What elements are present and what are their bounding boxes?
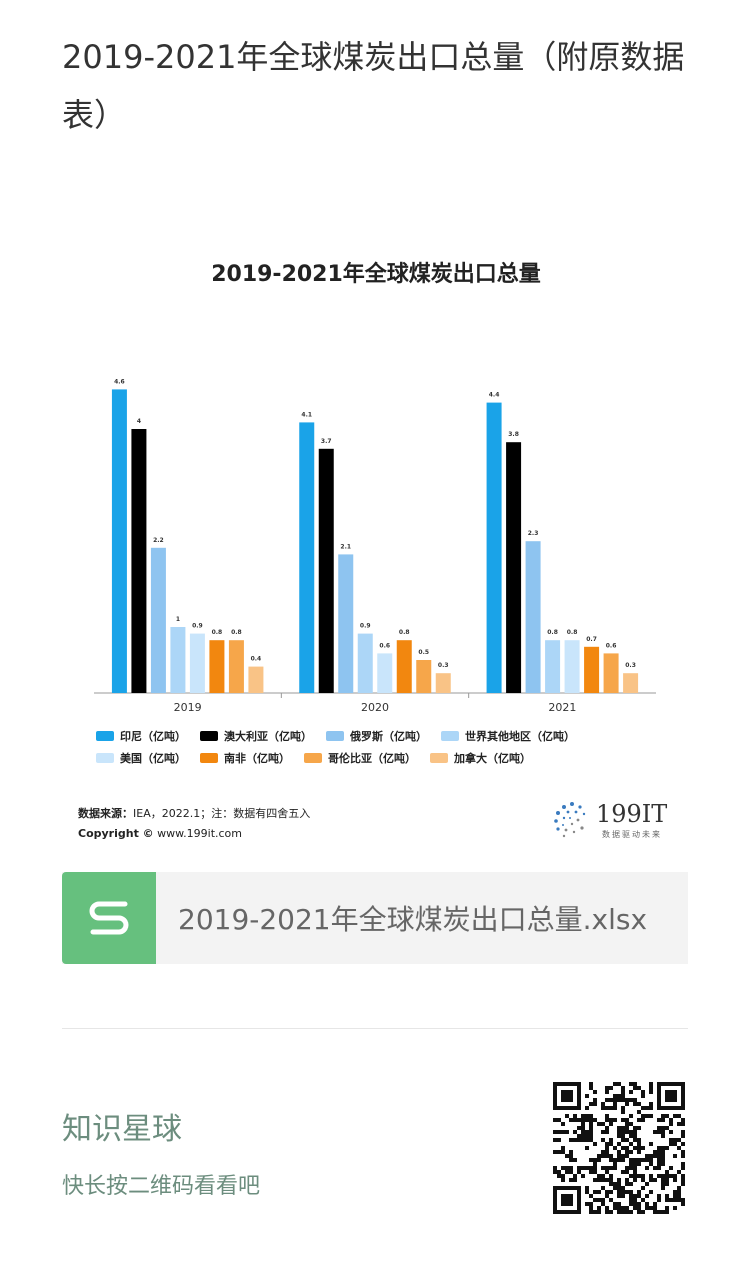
bar-2020-0 [299, 422, 315, 693]
file-name: 2019-2021年全球煤炭出口总量.xlsx [178, 903, 648, 936]
legend-label: 哥伦比亚（亿吨） [328, 752, 416, 765]
bar-2019-3 [170, 627, 186, 693]
bar-2019-1 [131, 429, 147, 693]
chart-image: 2019-2021年全球煤炭出口总量 4.6 4 2.2 1 0.9 0.8 0.8 0.4 2… [62, 238, 690, 858]
bar-2019-4 [189, 633, 205, 693]
data-label: 0.8 [547, 629, 558, 636]
data-label: 0.6 [606, 642, 617, 649]
attachment-file-card[interactable]: 2019-2021年全球煤炭出口总量.xlsx [62, 872, 688, 964]
bar-2021-6 [603, 653, 619, 693]
data-label: 1 [176, 616, 180, 623]
x-tick-label: 2020 [361, 701, 389, 714]
bar-2021-1 [506, 442, 522, 693]
section-divider [62, 1028, 688, 1029]
bar-2019-6 [228, 640, 244, 693]
legend-label: 加拿大（亿吨） [454, 752, 531, 765]
legend-swatch [96, 731, 114, 741]
data-label: 4.1 [301, 411, 312, 418]
chart-title: 2019-2021年全球煤炭出口总量 [211, 262, 541, 287]
bar-2021-0 [486, 402, 502, 693]
data-label: 0.3 [625, 662, 636, 669]
footer-title: 知识星球 [62, 1112, 182, 1147]
data-label: 2.2 [153, 537, 164, 544]
bar-2020-6 [416, 660, 432, 693]
legend-item: 美国（亿吨） [96, 750, 186, 766]
bar-2021-3 [545, 640, 561, 693]
legend-item: 澳大利亚（亿吨） [200, 728, 312, 744]
legend-swatch [96, 753, 114, 763]
article-title: 2019-2021年全球煤炭出口总量（附原数据表） [62, 38, 685, 134]
data-label: 0.5 [418, 649, 429, 656]
footer-subtitle: 快长按二维码看看吧 [62, 1174, 261, 1199]
legend-swatch [200, 753, 218, 763]
legend-swatch [304, 753, 322, 763]
x-tick-label: 2019 [174, 701, 202, 714]
data-label: 2.3 [528, 530, 539, 537]
bar-2021-4 [564, 640, 580, 693]
data-label: 0.9 [192, 623, 203, 630]
bar-2019-0 [111, 389, 127, 693]
data-label: 3.7 [321, 438, 332, 445]
legend-item: 加拿大（亿吨） [430, 750, 531, 766]
data-label: 0.9 [360, 623, 371, 630]
data-label: 3.8 [508, 431, 519, 438]
legend-label: 南非（亿吨） [224, 752, 290, 765]
data-label: 0.3 [438, 662, 449, 669]
source-text: IEA，2022.1；注：数据有四舍五入 [133, 807, 311, 820]
legend-swatch [430, 753, 448, 763]
bar-2019-5 [209, 640, 225, 693]
legend-label: 俄罗斯（亿吨） [350, 730, 427, 743]
bar-2021-2 [525, 541, 541, 693]
data-label: 0.6 [379, 642, 390, 649]
data-label: 0.7 [586, 636, 597, 643]
legend-label: 澳大利亚（亿吨） [224, 730, 312, 743]
logo-name: 199IT [596, 800, 668, 828]
bar-2019-2 [150, 547, 166, 693]
data-label: 0.8 [399, 629, 410, 636]
legend-item: 印尼（亿吨） [96, 728, 186, 744]
copyright-url: www.199it.com [157, 827, 243, 840]
data-label: 0.4 [251, 656, 262, 663]
bar-2020-2 [338, 554, 354, 693]
data-label: 4.6 [114, 378, 125, 385]
source-label: 数据来源： [78, 807, 133, 820]
legend-item: 哥伦比亚（亿吨） [304, 750, 416, 766]
data-label: 4.4 [489, 392, 500, 399]
bar-2020-4 [377, 653, 393, 693]
bar-2019-7 [248, 666, 264, 693]
legend-swatch [200, 731, 218, 741]
bar-2020-5 [396, 640, 412, 693]
legend-item: 俄罗斯（亿吨） [326, 728, 427, 744]
logo-tagline: 数据驱动未来 [602, 830, 662, 839]
data-label: 0.8 [231, 629, 242, 636]
chart-source: 数据来源：IEA，2022.1；注：数据有四舍五入 Copyright © ww… [78, 804, 310, 844]
data-label: 4 [137, 418, 141, 425]
bar-2020-3 [357, 633, 373, 693]
legend-item: 世界其他地区（亿吨） [441, 728, 575, 744]
dots-logo-icon [554, 802, 586, 838]
bar-2021-5 [584, 646, 600, 693]
bar-chart: 4.6 4 2.2 1 0.9 0.8 0.8 0.4 2019 4.1 3.7 2.1 0.9 0.6 0… [94, 378, 656, 714]
bar-2020-7 [435, 673, 451, 693]
legend-label: 世界其他地区（亿吨） [465, 730, 575, 743]
bar-2020-1 [318, 448, 334, 693]
copyright-label: Copyright © [78, 827, 154, 840]
data-label: 2.1 [340, 543, 351, 550]
legend-swatch [441, 731, 459, 741]
data-label: 0.8 [212, 629, 223, 636]
legend-item: 南非（亿吨） [200, 750, 290, 766]
bar-2021-7 [623, 673, 639, 693]
199it-logo: 199IT 数据驱动未来 [550, 798, 680, 842]
legend-label: 美国（亿吨） [120, 752, 186, 765]
qr-code-icon[interactable] [553, 1082, 685, 1214]
legend-label: 印尼（亿吨） [120, 730, 186, 743]
chart-legend: 印尼（亿吨） 澳大利亚（亿吨） 俄罗斯（亿吨） 世界其他地区（亿吨） 美国（亿吨） 南非（… [96, 728, 676, 772]
x-tick-label: 2021 [548, 701, 576, 714]
legend-swatch [326, 731, 344, 741]
spreadsheet-s-icon [62, 872, 156, 964]
data-label: 0.8 [567, 629, 578, 636]
